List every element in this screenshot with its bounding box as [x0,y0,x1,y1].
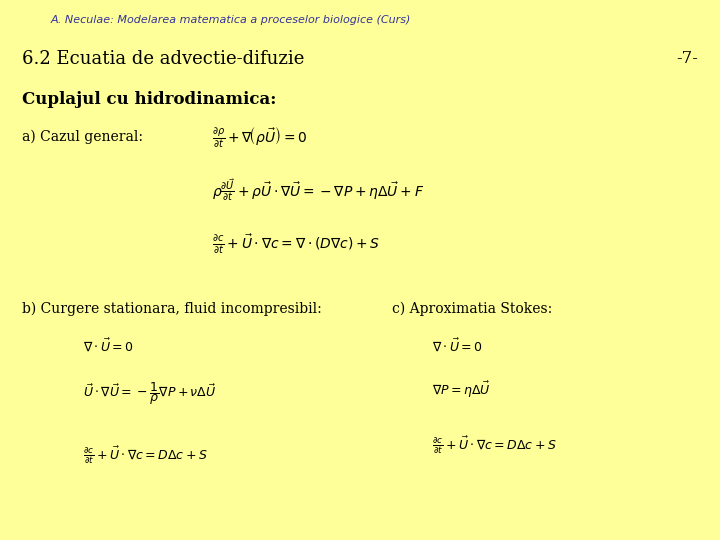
Text: $\nabla P = \eta\Delta\vec{U}$: $\nabla P = \eta\Delta\vec{U}$ [432,380,490,401]
Text: $\frac{\partial c}{\partial t} + \vec{U}\cdot\nabla c = D\Delta c + S$: $\frac{\partial c}{\partial t} + \vec{U}… [432,434,557,456]
Text: $\rho\frac{\partial \vec{U}}{\partial t} + \rho\vec{U}\cdot\nabla\vec{U} = -\nab: $\rho\frac{\partial \vec{U}}{\partial t}… [212,177,425,203]
Text: b) Curgere stationara, fluid incompresibil:: b) Curgere stationara, fluid incompresib… [22,301,321,316]
Text: A. Neculae: Modelarea matematica a proceselor biologice (Curs): A. Neculae: Modelarea matematica a proce… [50,15,411,25]
Text: $\nabla\cdot\vec{U} = 0$: $\nabla\cdot\vec{U} = 0$ [83,337,134,354]
Text: Cuplajul cu hidrodinamica:: Cuplajul cu hidrodinamica: [22,91,276,107]
Text: $\vec{U}\cdot\nabla\vec{U} = -\dfrac{1}{\rho}\nabla P + \nu\Delta\vec{U}$: $\vec{U}\cdot\nabla\vec{U} = -\dfrac{1}{… [83,380,216,407]
Text: $\frac{\partial \rho}{\partial t} + \nabla\!\left(\rho\vec{U}\right) = 0$: $\frac{\partial \rho}{\partial t} + \nab… [212,125,308,150]
Text: c) Aproximatia Stokes:: c) Aproximatia Stokes: [392,301,553,316]
Text: a) Cazul general:: a) Cazul general: [22,130,143,144]
Text: $\frac{\partial c}{\partial t} + \vec{U}\cdot\nabla c = D\Delta c + S$: $\frac{\partial c}{\partial t} + \vec{U}… [83,444,207,466]
Text: 6.2 Ecuatia de advectie-difuzie: 6.2 Ecuatia de advectie-difuzie [22,50,304,68]
Text: -7-: -7- [677,50,698,66]
Text: $\frac{\partial c}{\partial t} + \vec{U}\cdot\nabla c = \nabla\cdot\left(D\nabla: $\frac{\partial c}{\partial t} + \vec{U}… [212,232,380,255]
Text: $\nabla\cdot\vec{U} = 0$: $\nabla\cdot\vec{U} = 0$ [432,337,483,354]
